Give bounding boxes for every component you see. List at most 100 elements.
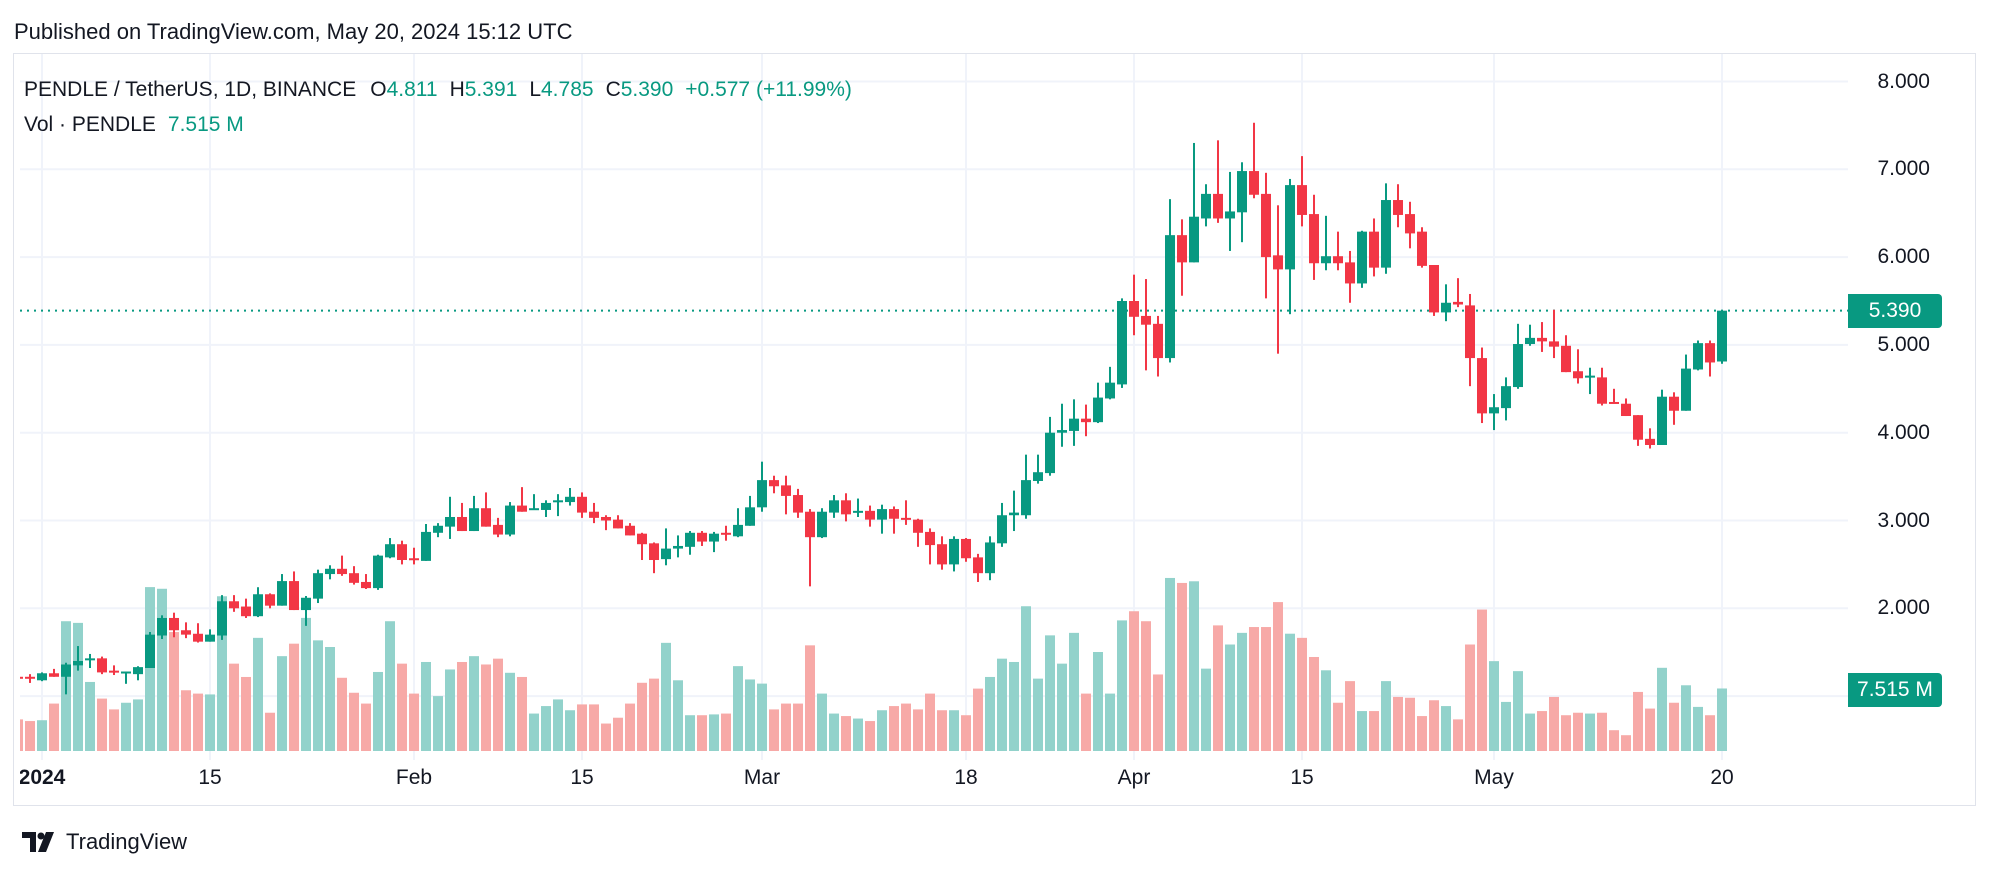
volume-bar (313, 640, 323, 751)
volume-bar (1477, 609, 1487, 751)
candle (361, 574, 371, 589)
candle (793, 488, 803, 518)
candle (37, 672, 47, 682)
candle (229, 595, 239, 612)
candle-body (349, 573, 359, 583)
candle (1297, 156, 1307, 227)
candle (1525, 324, 1535, 346)
volume-bar (1201, 668, 1211, 751)
tradingview-logo[interactable]: TradingView (22, 829, 187, 855)
volume-bar (517, 676, 527, 751)
candle (661, 528, 671, 566)
candle (181, 622, 191, 639)
volume-bar (1105, 693, 1115, 751)
candle (349, 566, 359, 585)
volume-bar (1117, 620, 1127, 751)
volume-bar (853, 718, 863, 751)
candle (61, 662, 71, 695)
volume-bar (1249, 627, 1259, 751)
candle-wick (665, 528, 667, 566)
candle-wick (89, 653, 91, 669)
candle-body (865, 510, 875, 520)
candle (1237, 162, 1247, 243)
candle (301, 596, 311, 626)
candle-wick (1589, 367, 1591, 395)
candle-body (841, 500, 851, 515)
candle-body (277, 581, 287, 606)
volume-bar (1609, 730, 1619, 751)
candle-body (1573, 371, 1583, 379)
candle-body (769, 480, 779, 487)
candle-body (1441, 302, 1451, 313)
volume-bar (181, 690, 191, 751)
candle-body (781, 485, 791, 496)
volume-bar (937, 710, 947, 751)
candle (169, 612, 179, 638)
symbol-title[interactable]: PENDLE / TetherUS, 1D, BINANCE (24, 78, 357, 101)
candle-wick (305, 596, 307, 626)
candle (409, 547, 419, 565)
volume-bar (265, 712, 275, 751)
candle (1429, 265, 1439, 316)
candle-body (337, 568, 347, 575)
candle (385, 538, 395, 559)
volume-bar (541, 706, 551, 751)
candle-body (73, 660, 83, 666)
candle (457, 502, 467, 532)
time-axis[interactable]: 2024 15 Feb 15 Mar 18 Apr 15 May 20 (20, 764, 1848, 794)
volume-bar (493, 658, 503, 751)
candle-body (1261, 193, 1271, 258)
candle-wick (1457, 278, 1459, 308)
time-tick-label: May (1474, 766, 1514, 789)
volume-legend-label[interactable]: Vol · PENDLE (24, 113, 156, 136)
candle-body (529, 508, 539, 511)
candle-body (817, 511, 827, 538)
volume-bar (745, 679, 755, 751)
candle-wick (53, 668, 55, 677)
close-value: 5.390 (620, 78, 674, 101)
candle (1573, 349, 1583, 384)
candle-body (685, 532, 695, 547)
candle-body (49, 673, 59, 677)
candle-wick (1217, 140, 1219, 223)
candle-body (1081, 418, 1091, 423)
volume-bar (769, 709, 779, 751)
candle (1165, 199, 1175, 363)
candle-body (661, 548, 671, 560)
volume-bar (1585, 713, 1595, 751)
candle-body (1069, 418, 1079, 431)
time-tick-label: 15 (570, 766, 594, 789)
volume-bar (733, 666, 743, 751)
candle-wick (1061, 403, 1063, 447)
candle-wick (1541, 322, 1543, 352)
candle (865, 505, 875, 527)
volume-bar (109, 709, 119, 751)
candle (877, 504, 887, 534)
candle (1273, 205, 1283, 354)
candle-wick (1445, 284, 1447, 322)
volume-bar (1141, 621, 1151, 751)
candle (1021, 454, 1031, 519)
candle-body (1273, 255, 1283, 270)
volume-bar (97, 698, 107, 751)
candle-body (1225, 211, 1235, 219)
candle-body (1213, 193, 1223, 219)
time-tick-label: 15 (1290, 766, 1314, 789)
candle-wick (1649, 428, 1651, 449)
published-caption: Published on TradingView.com, May 20, 20… (14, 19, 573, 44)
volume-bar (877, 710, 887, 751)
volume-bar (925, 693, 935, 751)
time-tick-label: Apr (1117, 766, 1151, 789)
candle (1549, 309, 1559, 359)
candle-body (1669, 396, 1679, 411)
candle (829, 495, 839, 518)
candle-body (409, 558, 419, 561)
candle (1705, 340, 1715, 377)
volume-bar (20, 719, 23, 751)
candle-body (1453, 301, 1463, 305)
candle (421, 524, 431, 561)
candle-body (901, 517, 911, 520)
candle-body (829, 500, 839, 513)
candle (481, 492, 491, 527)
